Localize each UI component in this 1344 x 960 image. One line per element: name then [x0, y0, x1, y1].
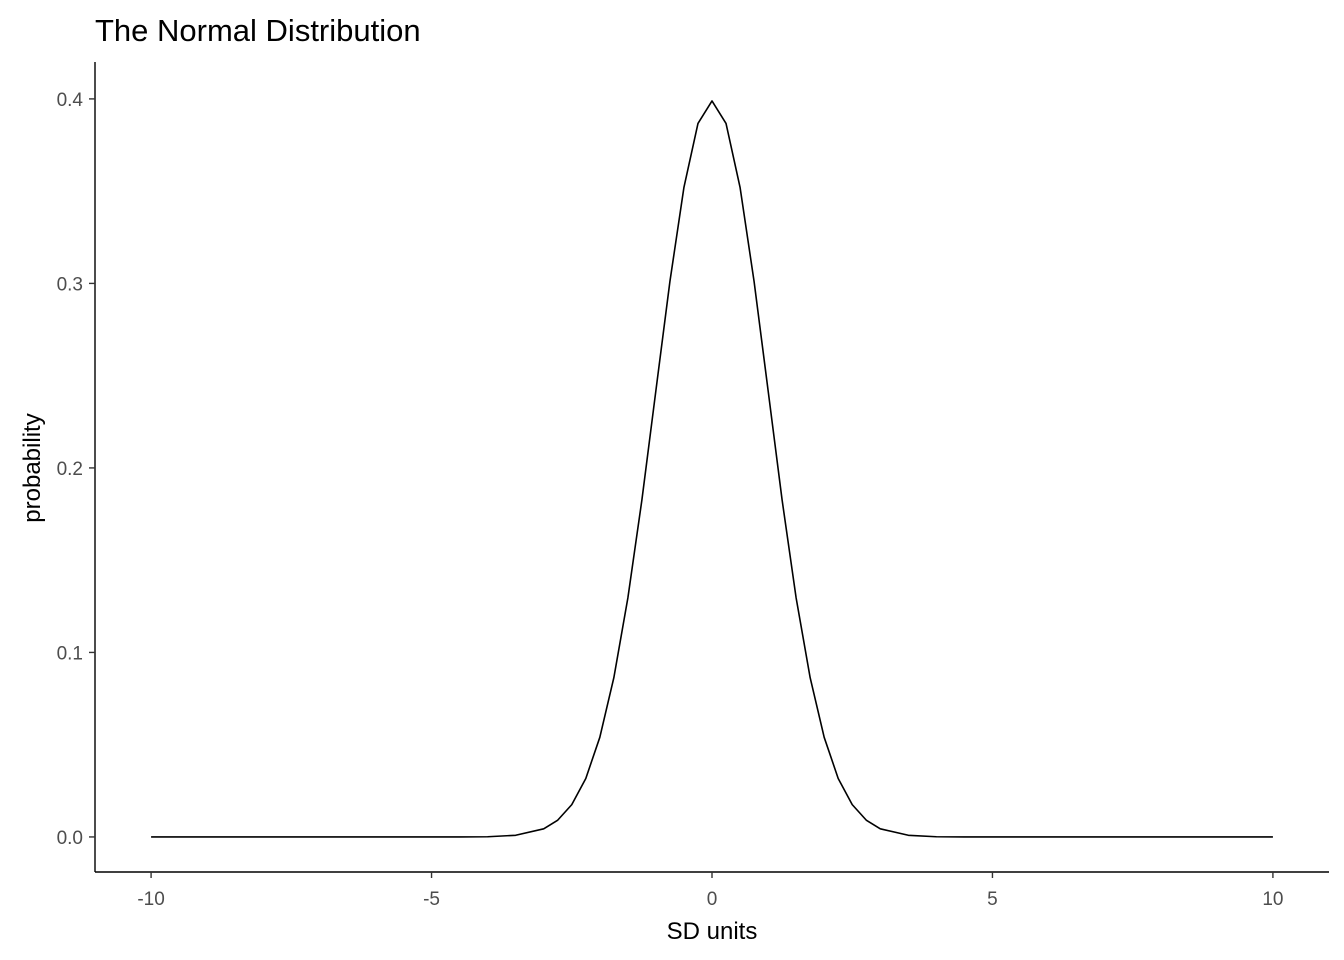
y-axis-ticks: 0.0 0.1 0.2 0.3 0.4 — [57, 90, 95, 849]
chart-title: The Normal Distribution — [95, 13, 421, 48]
series-line — [151, 100, 1273, 838]
x-tick-label: 0 — [707, 889, 718, 910]
x-axis-title: SD units — [667, 918, 758, 945]
y-tick-label: 0.2 — [57, 459, 83, 480]
series-layer — [151, 100, 1273, 838]
y-tick-label: 0.0 — [57, 828, 83, 849]
x-tick-label: 10 — [1262, 889, 1283, 910]
x-tick-label: 5 — [987, 889, 998, 910]
plot-area: 0.0 0.1 0.2 0.3 0.4 -10 -5 0 5 10 — [57, 62, 1329, 910]
y-axis-title: probability — [19, 413, 46, 522]
x-axis-ticks: -10 -5 0 5 10 — [137, 872, 1283, 910]
y-tick-label: 0.1 — [57, 643, 83, 664]
y-tick-label: 0.4 — [57, 90, 84, 111]
y-tick-label: 0.3 — [57, 274, 83, 295]
x-tick-label: -10 — [137, 889, 164, 910]
x-tick-label: -5 — [423, 889, 440, 910]
